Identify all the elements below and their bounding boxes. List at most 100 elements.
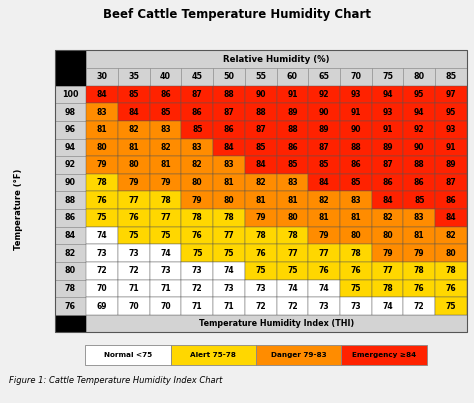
Text: 94: 94 — [65, 143, 76, 152]
Bar — [372, 226, 403, 244]
Text: 35: 35 — [128, 72, 139, 81]
Bar — [435, 297, 467, 315]
Text: 72: 72 — [414, 301, 425, 311]
Bar — [86, 174, 118, 191]
Bar — [86, 68, 118, 86]
Bar — [308, 209, 340, 226]
Bar — [403, 191, 435, 209]
Text: 79: 79 — [128, 178, 139, 187]
Bar — [55, 244, 86, 262]
Text: 70: 70 — [160, 301, 171, 311]
Text: 78: 78 — [160, 196, 171, 205]
Bar — [340, 209, 372, 226]
Text: 80: 80 — [414, 72, 425, 81]
Text: 83: 83 — [414, 213, 425, 222]
Bar — [372, 280, 403, 297]
Text: 84: 84 — [319, 178, 329, 187]
Text: 91: 91 — [446, 143, 456, 152]
Bar — [308, 156, 340, 174]
Text: 90: 90 — [255, 90, 266, 99]
Text: 82: 82 — [128, 125, 139, 134]
Text: 87: 87 — [255, 125, 266, 134]
Bar — [55, 139, 86, 156]
Text: 86: 86 — [351, 160, 361, 170]
Bar — [86, 315, 467, 332]
Bar — [435, 244, 467, 262]
Bar — [150, 68, 182, 86]
Text: 88: 88 — [65, 196, 76, 205]
Text: 75: 75 — [128, 231, 139, 240]
Text: 79: 79 — [160, 178, 171, 187]
Bar — [182, 68, 213, 86]
Text: 85: 85 — [287, 160, 298, 170]
Text: 91: 91 — [351, 108, 361, 116]
Bar — [256, 345, 341, 365]
Text: 84: 84 — [65, 231, 76, 240]
Text: 73: 73 — [97, 249, 108, 258]
Text: 82: 82 — [192, 160, 202, 170]
Bar — [340, 139, 372, 156]
Bar — [86, 297, 118, 315]
Bar — [403, 68, 435, 86]
Text: 84: 84 — [255, 160, 266, 170]
Bar — [403, 139, 435, 156]
Bar — [150, 191, 182, 209]
Text: 78: 78 — [97, 178, 108, 187]
Text: 81: 81 — [414, 231, 425, 240]
Bar — [245, 103, 276, 121]
Text: 78: 78 — [65, 284, 76, 293]
Bar — [276, 139, 308, 156]
Bar — [435, 86, 467, 103]
Bar — [340, 191, 372, 209]
Text: 86: 86 — [446, 196, 456, 205]
Bar — [372, 244, 403, 262]
Text: 73: 73 — [160, 266, 171, 275]
Text: 80: 80 — [351, 231, 361, 240]
Bar — [372, 297, 403, 315]
Bar — [55, 121, 86, 139]
Bar — [86, 262, 118, 280]
Bar — [55, 174, 86, 191]
Text: 85: 85 — [351, 178, 361, 187]
Text: 85: 85 — [192, 125, 202, 134]
Bar — [245, 86, 276, 103]
Text: 78: 78 — [224, 213, 234, 222]
Text: 95: 95 — [414, 90, 425, 99]
Bar — [213, 121, 245, 139]
Text: 92: 92 — [319, 90, 329, 99]
Text: 85: 85 — [255, 143, 266, 152]
Text: 81: 81 — [224, 178, 234, 187]
Text: 83: 83 — [351, 196, 361, 205]
Bar — [86, 244, 118, 262]
Bar — [86, 86, 118, 103]
Bar — [182, 174, 213, 191]
Bar — [150, 280, 182, 297]
Text: 78: 78 — [414, 266, 425, 275]
Bar — [182, 280, 213, 297]
Bar — [213, 103, 245, 121]
Text: 76: 76 — [192, 231, 202, 240]
Text: Danger 79-83: Danger 79-83 — [271, 352, 327, 357]
Text: 85: 85 — [128, 90, 139, 99]
Text: 78: 78 — [382, 284, 393, 293]
Bar — [340, 103, 372, 121]
Text: 75: 75 — [446, 301, 456, 311]
Bar — [308, 86, 340, 103]
Bar — [150, 139, 182, 156]
Text: Figure 1: Cattle Temperature Humidity Index Chart: Figure 1: Cattle Temperature Humidity In… — [9, 376, 223, 385]
Bar — [245, 209, 276, 226]
Text: 95: 95 — [446, 108, 456, 116]
Text: 82: 82 — [382, 213, 393, 222]
Text: 86: 86 — [414, 178, 425, 187]
Bar — [245, 297, 276, 315]
Bar — [340, 244, 372, 262]
Bar — [245, 226, 276, 244]
Bar — [245, 280, 276, 297]
Bar — [276, 174, 308, 191]
Text: 80: 80 — [65, 266, 76, 275]
Text: 76: 76 — [319, 266, 329, 275]
Bar — [182, 209, 213, 226]
Text: 78: 78 — [192, 213, 202, 222]
Bar — [86, 156, 118, 174]
Text: 71: 71 — [128, 284, 139, 293]
